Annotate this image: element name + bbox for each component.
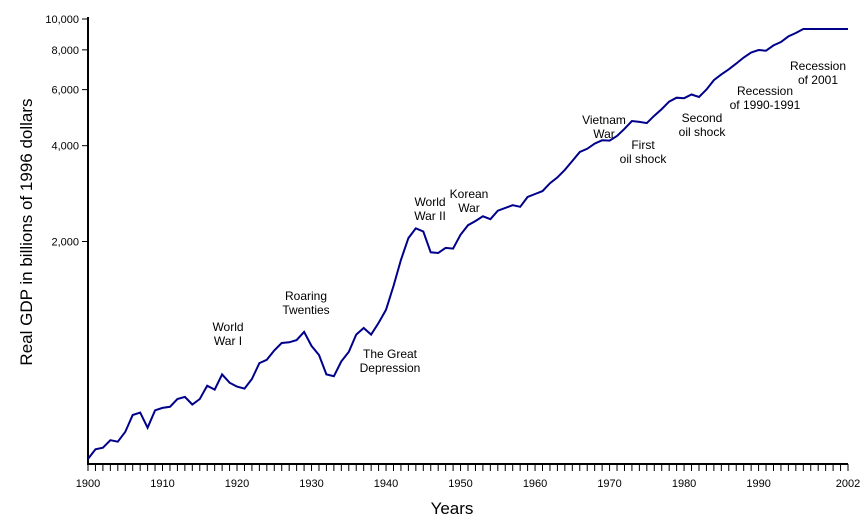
- annotation-label: World War I: [212, 320, 243, 348]
- annotation-label: Korean War: [450, 187, 489, 215]
- x-tick-label: 1990: [746, 478, 770, 490]
- y-tick-label: 6,000: [51, 85, 79, 97]
- annotation-label: World War II: [414, 195, 446, 223]
- annotation-label: The Great Depression: [360, 347, 421, 375]
- x-tick-label: 1950: [448, 478, 472, 490]
- x-tick-label: 1940: [374, 478, 398, 490]
- x-tick-label: 1980: [672, 478, 696, 490]
- chart-ticks: [82, 18, 849, 471]
- x-tick-label: 1910: [150, 478, 174, 490]
- y-tick-label: 8,000: [51, 45, 79, 57]
- y-tick-label: 4,000: [51, 141, 79, 153]
- y-tick-label: 2,000: [51, 237, 79, 249]
- annotation-label: First oil shock: [620, 138, 668, 166]
- x-tick-label: 2002: [836, 478, 860, 490]
- x-tick-label: 1900: [76, 478, 100, 490]
- annotation-label: Recession of 2001: [790, 59, 846, 87]
- x-axis-title: Years: [431, 499, 474, 518]
- x-tick-label: 1970: [597, 478, 621, 490]
- annotation-label: Second oil shock: [679, 111, 727, 139]
- y-tick-label: 10,000: [45, 14, 79, 26]
- annotation-label: Roaring Twenties: [282, 289, 329, 317]
- x-tick-label: 1930: [299, 478, 323, 490]
- annotation-label: Vietnam War: [582, 113, 626, 141]
- annotation-label: Recession of 1990-1991: [730, 84, 801, 112]
- y-axis-title: Real GDP in billions of 1996 dollars: [17, 98, 36, 365]
- chart-tick-labels: 1900 1910 1920 1930 1940 1950 1960 1970 1980 1990…: [45, 14, 860, 490]
- x-tick-label: 1960: [523, 478, 547, 490]
- chart-annotations: World War I Roaring Twenties The Great Depres…: [212, 59, 846, 375]
- gdp-series-line: [87, 28, 848, 460]
- x-tick-label: 1920: [225, 478, 249, 490]
